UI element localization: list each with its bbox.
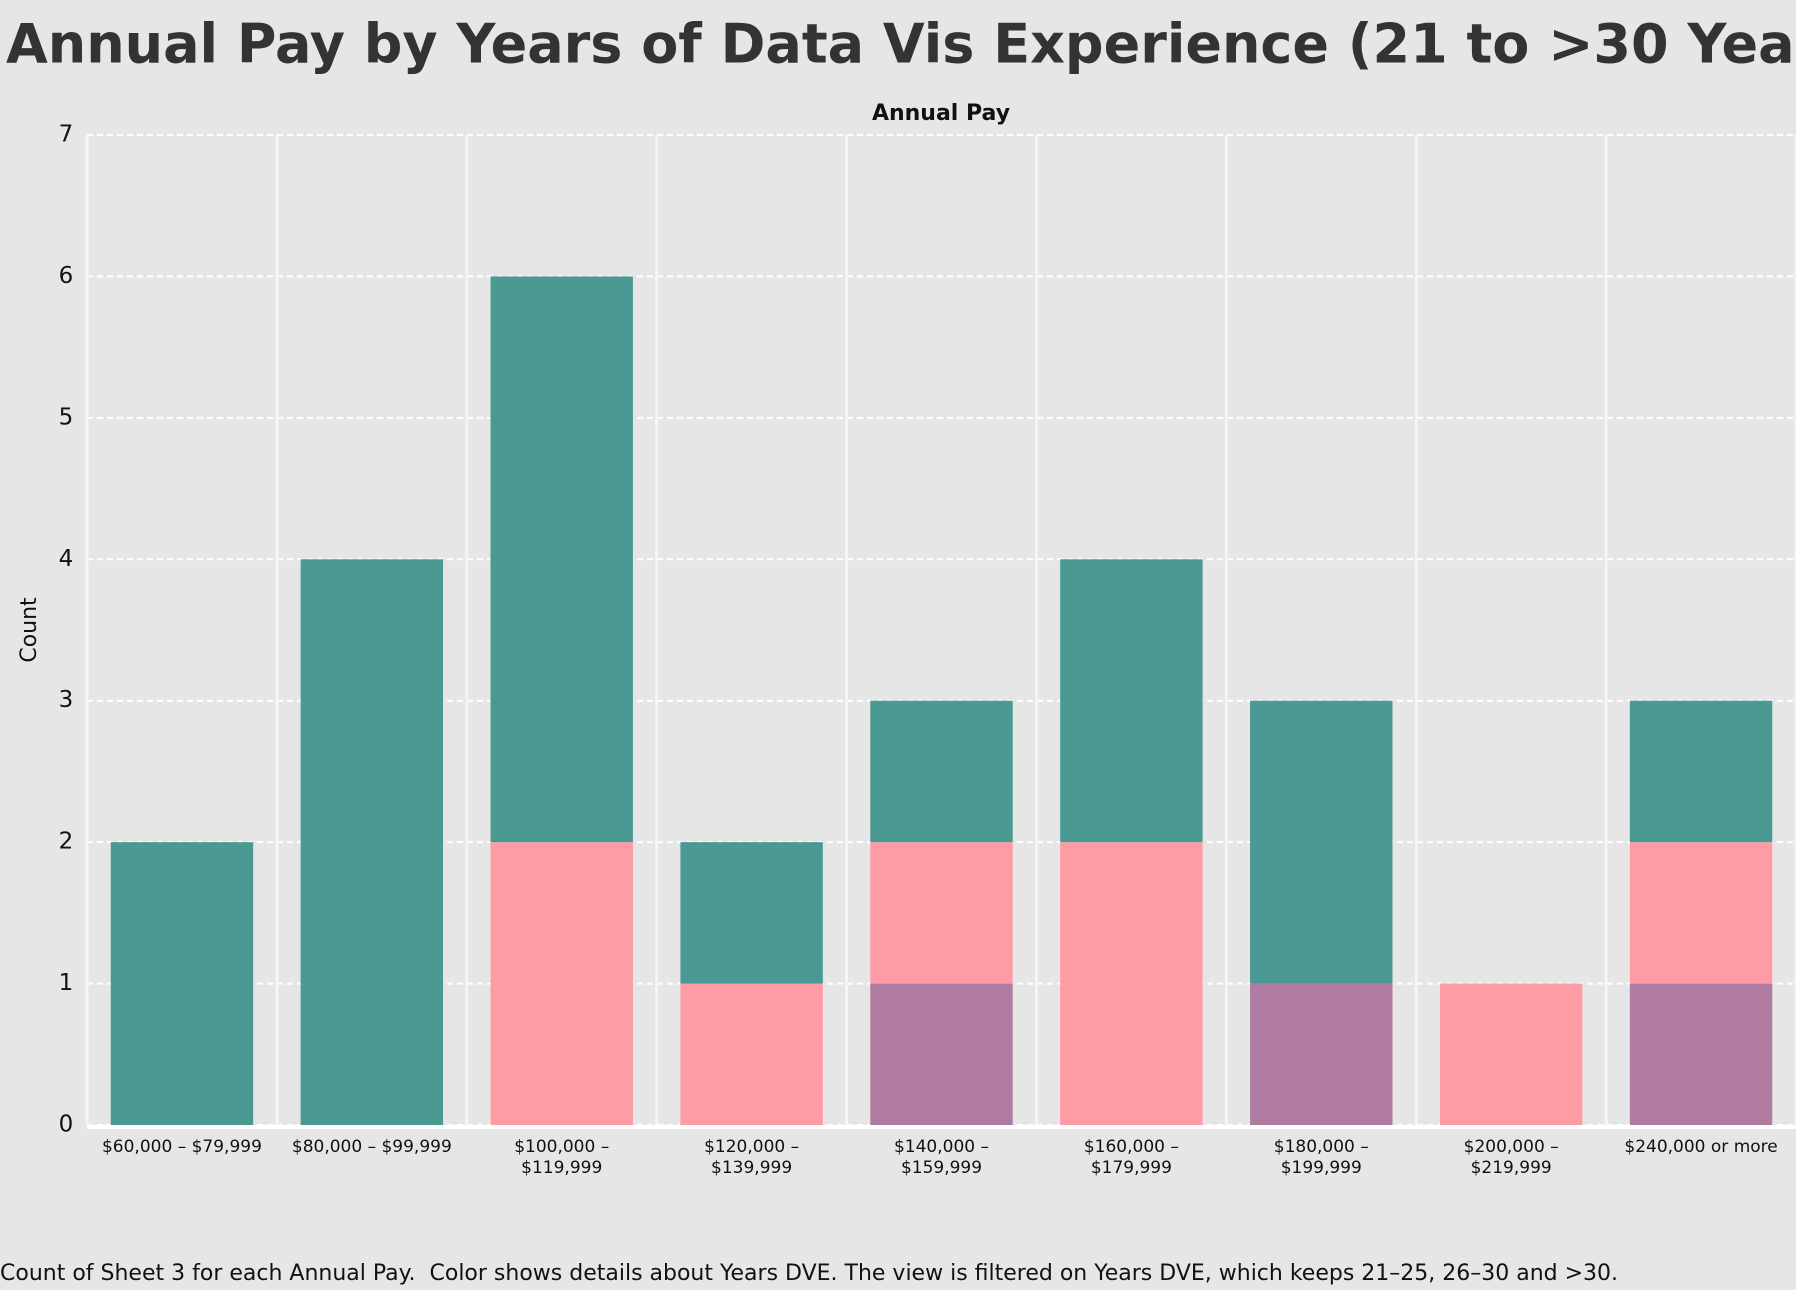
bar-segment [110,842,254,1125]
bar-segment [870,842,1013,984]
bar-segment [1060,559,1203,843]
y-tick-label: 2 [59,829,74,855]
bar-segment [1250,983,1393,1125]
bar-segment [1060,842,1203,1125]
column-header: Annual Pay [872,101,1010,126]
bar-segment [870,700,1013,843]
bar-segment [870,983,1013,1125]
x-tick-label: $140,000 – $159,999 [894,1137,989,1178]
x-tick-label: $180,000 – $199,999 [1274,1137,1369,1178]
x-tick-label: $100,000 – $119,999 [514,1137,609,1178]
bar-segment [680,842,823,984]
x-tick-label: $200,000 – $219,999 [1464,1137,1559,1178]
y-axis-label: Count [17,597,42,663]
y-tick-label: 3 [59,687,74,713]
y-tick-label: 4 [59,546,74,572]
bar-segment [1250,700,1393,984]
bar-segment [1629,842,1773,984]
y-tick-label: 6 [59,263,74,289]
bar-segment [680,983,823,1125]
bar-segment [1629,700,1773,843]
bar-segment [490,842,633,1125]
bar-segment [300,559,444,1125]
x-tick-label: $240,000 or more [1624,1137,1777,1157]
chart-title: Annual Pay by Years of Data Vis Experien… [6,13,1796,76]
x-tick-label: $160,000 – $179,999 [1084,1137,1179,1178]
caption: Count of Sheet 3 for each Annual Pay. Co… [0,1261,1618,1286]
bar-segment [1629,983,1773,1125]
bar-segment [1439,983,1583,1125]
y-tick-label: 0 [59,1112,74,1138]
y-tick-label: 1 [59,970,74,996]
y-tick-label: 7 [59,122,74,148]
bar-segment [490,276,633,843]
x-tick-label: $60,000 – $79,999 [102,1137,262,1157]
y-tick-label: 5 [59,404,74,430]
x-tick-label: $80,000 – $99,999 [292,1137,452,1157]
x-tick-label: $120,000 – $139,999 [704,1137,799,1178]
